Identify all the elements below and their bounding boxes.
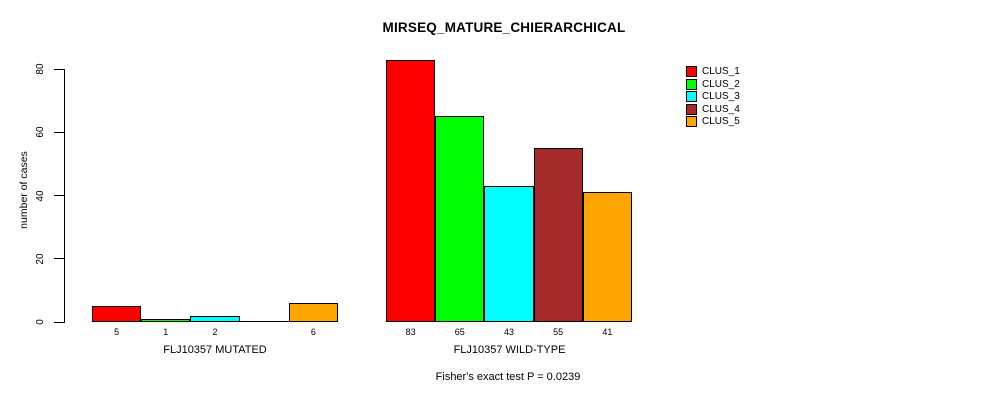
bar-value-label: 6 (310, 327, 316, 337)
y-tick-label: 0 (35, 319, 46, 325)
bar (141, 318, 191, 322)
bar (533, 148, 583, 322)
bar (435, 116, 485, 322)
y-tick (54, 258, 64, 260)
y-tick (54, 321, 64, 323)
x-group-label-mutated: FLJ10357 MUTATED (163, 344, 267, 356)
legend-label: CLUS_4 (702, 103, 740, 115)
legend-swatch (686, 116, 697, 128)
bar-value-label: 43 (503, 327, 514, 337)
y-tick (54, 195, 64, 196)
legend-label: CLUS_5 (702, 116, 740, 128)
y-axis-title: number of cases (18, 151, 30, 229)
bar (190, 315, 240, 322)
y-axis-line (64, 69, 65, 323)
y-tick-label: 80 (35, 63, 46, 75)
bar-value-label: 1 (163, 327, 169, 337)
bar-value-label: 5 (114, 327, 120, 337)
legend-label: CLUS_2 (702, 78, 740, 90)
bar (386, 59, 436, 322)
bar-value-label: 41 (602, 327, 613, 337)
bar (484, 186, 534, 322)
bar (288, 303, 338, 322)
y-tick-label: 20 (35, 253, 46, 265)
bar-value-label: 83 (405, 327, 416, 337)
x-group-label-wild-type: FLJ10357 WILD-TYPE (453, 344, 566, 356)
bar (92, 306, 142, 322)
legend-label: CLUS_3 (702, 91, 740, 103)
y-tick-label: 40 (35, 189, 46, 202)
legend-swatch (686, 78, 697, 90)
bar (582, 192, 632, 322)
y-tick-label: 60 (35, 126, 46, 138)
legend-swatch (686, 91, 697, 103)
chart-title: MIRSEQ_MATURE_CHIERARCHICAL (382, 20, 626, 35)
bar-value-label: 65 (454, 327, 465, 337)
zero-height-bar (239, 321, 289, 322)
y-tick (54, 131, 64, 133)
bar-value-label: 55 (553, 327, 564, 337)
legend-swatch (686, 103, 697, 115)
y-tick (54, 68, 64, 70)
legend-label: CLUS_1 (702, 66, 740, 77)
bar-value-label: 2 (212, 327, 218, 337)
legend-swatch (686, 66, 697, 77)
chart-subtitle: Fisher's exact test P = 0.0239 (435, 371, 581, 383)
